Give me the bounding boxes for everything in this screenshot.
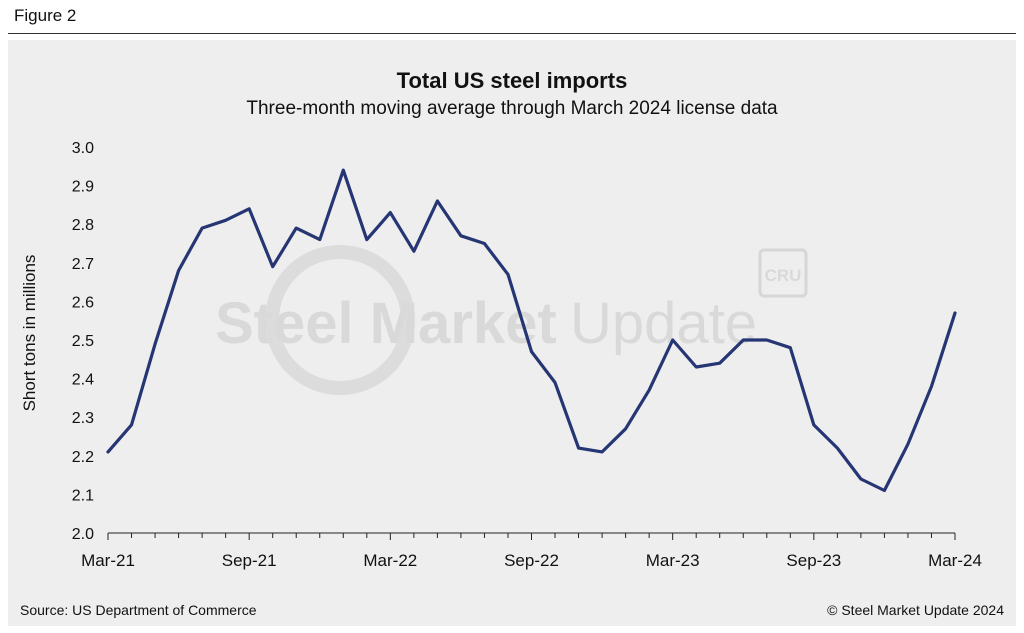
series-line <box>106 168 957 493</box>
watermark: Steel Market Update CRU <box>215 245 808 395</box>
x-tick-label: Sep-21 <box>222 551 277 570</box>
y-tick-label: 3.0 <box>72 140 94 157</box>
y-tick-label: 2.0 <box>72 526 94 543</box>
y-tick-label: 2.5 <box>72 333 94 350</box>
x-tick-label: Sep-22 <box>504 551 559 570</box>
y-tick-label: 2.1 <box>72 487 94 504</box>
chart-panel <box>8 40 1016 626</box>
y-tick-label: 2.2 <box>72 449 94 466</box>
y-tick-label: 2.6 <box>72 294 94 311</box>
y-tick-label: 2.7 <box>72 256 94 273</box>
watermark-badge-icon <box>758 248 808 298</box>
watermark-text-light: Update <box>570 291 757 356</box>
x-tick-label: Mar-21 <box>81 551 135 570</box>
x-tick-label: Mar-24 <box>928 551 982 570</box>
series-group <box>106 168 957 493</box>
top-rule <box>8 33 1016 34</box>
y-tick-label: 2.8 <box>72 217 94 234</box>
chart-subtitle: Three-month moving average through March… <box>246 98 778 119</box>
x-tick-label: Mar-23 <box>646 551 700 570</box>
chart-title: Total US steel imports <box>396 68 628 93</box>
source-note: Source: US Department of Commerce <box>20 602 257 618</box>
x-tick-label: Mar-22 <box>363 551 417 570</box>
copyright-note: © Steel Market Update 2024 <box>827 602 1004 618</box>
watermark-text-bold: Steel Market <box>215 291 557 356</box>
watermark-logo-icon <box>265 245 415 395</box>
watermark-badge: CRU <box>765 266 802 285</box>
x-axis: Mar-21 Sep-21 Mar-22 Sep-22 Mar-23 Sep-23 Mar-… <box>81 532 982 570</box>
y-axis: 2.0 2.1 2.2 2.3 2.4 2.5 2.6 2.7 2.8 2.9 3.0 <box>72 140 94 543</box>
y-tick-label: 2.3 <box>72 410 94 427</box>
x-tick-label: Sep-23 <box>786 551 841 570</box>
y-tick-label: 2.4 <box>72 372 94 389</box>
y-tick-label: 2.9 <box>72 179 94 196</box>
figure-label: Figure 2 <box>14 6 77 25</box>
